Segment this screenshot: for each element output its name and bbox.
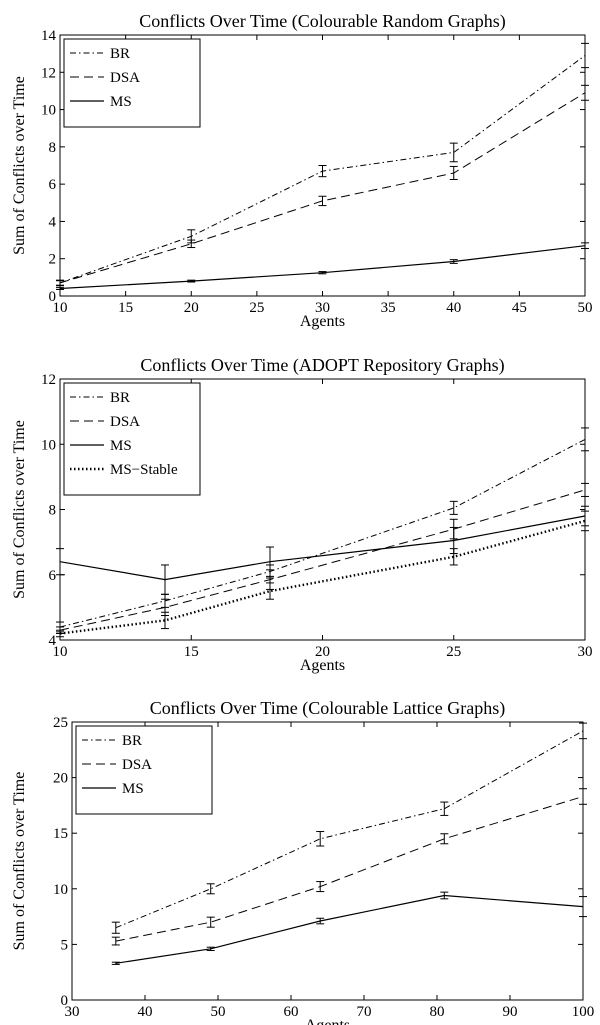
- legend-label: DSA: [122, 757, 152, 773]
- legend: BR DSA MS MS−Stable: [63, 382, 201, 496]
- x-tick-label: 15: [184, 644, 199, 660]
- legend-label: DSA: [110, 414, 140, 430]
- x-tick-label: 45: [512, 300, 527, 316]
- y-tick-label: 8: [49, 140, 57, 156]
- y-axis-label: Sum of Conflicts over Time: [11, 76, 28, 255]
- y-tick-label: 4: [49, 214, 57, 230]
- x-tick-label: 50: [211, 1004, 226, 1020]
- x-tick-label: 30: [315, 300, 330, 316]
- x-axis-label: Agents: [300, 657, 345, 674]
- legend-label: DSA: [110, 70, 140, 86]
- series-MS−Stable: [56, 510, 589, 638]
- legend-box: [63, 38, 201, 128]
- series-line: [59, 245, 586, 290]
- x-axis-label: Agents: [305, 1017, 350, 1025]
- x-axis-label: Agents: [300, 313, 345, 330]
- legend: BR DSA MS: [63, 38, 201, 128]
- y-tick-label: 2: [49, 252, 57, 268]
- x-tick-label: 35: [381, 300, 396, 316]
- chart-title: Conflicts Over Time (Colourable Lattice …: [150, 698, 505, 719]
- series-line: [115, 730, 584, 929]
- series-line: [59, 515, 586, 581]
- chart-title: Conflicts Over Time (Colourable Random G…: [139, 11, 505, 32]
- x-tick-label: 10: [53, 644, 68, 660]
- x-tick-label: 100: [572, 1004, 595, 1020]
- x-tick-label: 25: [249, 300, 264, 316]
- series-MS: [56, 242, 589, 290]
- y-tick-label: 14: [41, 28, 57, 44]
- x-tick-label: 30: [65, 1004, 80, 1020]
- x-tick-label: 40: [138, 1004, 153, 1020]
- y-tick-label: 20: [53, 771, 68, 787]
- series-DSA: [56, 84, 589, 286]
- y-tick-label: 12: [41, 65, 56, 81]
- legend-label: MS: [110, 94, 132, 110]
- y-tick-label: 12: [41, 372, 56, 388]
- y-tick-label: 8: [49, 503, 57, 519]
- y-tick-label: 0: [49, 289, 57, 305]
- chart-1: Conflicts Over Time (Colourable Random G…: [11, 11, 593, 330]
- x-tick-label: 60: [284, 1004, 299, 1020]
- series-MS: [111, 891, 587, 965]
- chart-2: Conflicts Over Time (ADOPT Repository Gr…: [11, 355, 593, 674]
- series-line: [59, 489, 586, 631]
- chart-3: Conflicts Over Time (Colourable Lattice …: [11, 698, 594, 1025]
- x-tick-label: 90: [503, 1004, 518, 1020]
- y-tick-label: 0: [61, 993, 69, 1009]
- y-tick-label: 15: [53, 826, 68, 842]
- legend-label: MS: [122, 781, 144, 797]
- y-tick-label: 6: [49, 568, 57, 584]
- legend: BR DSA MS: [75, 725, 213, 815]
- y-tick-label: 4: [49, 633, 57, 649]
- x-tick-label: 20: [184, 300, 199, 316]
- x-tick-label: 10: [53, 300, 68, 316]
- plot-area: [71, 721, 584, 1001]
- legend-label: MS: [110, 438, 132, 454]
- chart-title: Conflicts Over Time (ADOPT Repository Gr…: [140, 355, 504, 376]
- legend-label: BR: [110, 46, 130, 62]
- series-DSA: [111, 788, 587, 946]
- y-tick-label: 10: [53, 882, 68, 898]
- series-DSA: [56, 482, 589, 634]
- y-axis-label: Sum of Conflicts over Time: [11, 772, 28, 951]
- y-tick-label: 5: [61, 937, 69, 953]
- y-tick-label: 25: [53, 715, 68, 731]
- y-axis-label: Sum of Conflicts over Time: [11, 420, 28, 599]
- legend-label: MS−Stable: [110, 462, 178, 478]
- series-line: [59, 519, 586, 635]
- x-tick-label: 15: [118, 300, 133, 316]
- y-tick-label: 10: [41, 437, 56, 453]
- legend-box: [63, 382, 201, 496]
- x-tick-label: 25: [446, 644, 461, 660]
- x-tick-label: 20: [315, 644, 330, 660]
- series-line: [59, 92, 586, 284]
- legend-label: BR: [110, 390, 130, 406]
- legend-label: BR: [122, 733, 142, 749]
- y-tick-label: 10: [41, 103, 56, 119]
- legend-box: [75, 725, 213, 815]
- x-tick-label: 80: [430, 1004, 445, 1020]
- y-tick-label: 6: [49, 177, 57, 193]
- x-tick-label: 30: [578, 644, 593, 660]
- series-line: [115, 796, 584, 942]
- x-tick-label: 50: [578, 300, 593, 316]
- series-line: [115, 894, 584, 964]
- x-tick-label: 70: [357, 1004, 372, 1020]
- series-BR: [111, 722, 587, 934]
- x-tick-label: 40: [446, 300, 461, 316]
